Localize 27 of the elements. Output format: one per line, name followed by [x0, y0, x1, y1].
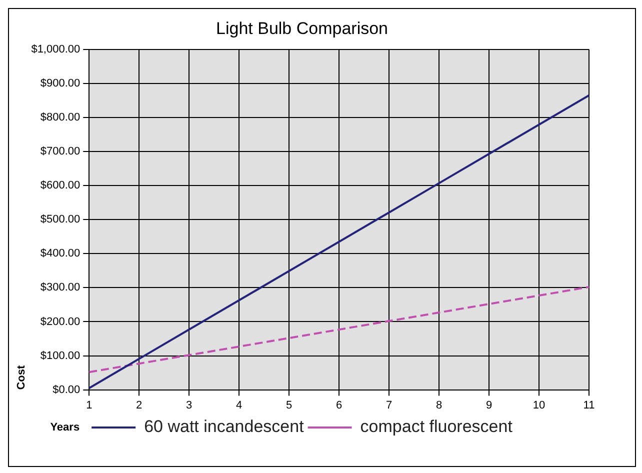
y-tick-label: $1,000.00 — [31, 43, 80, 56]
y-tick-label: $600.00 — [40, 180, 80, 192]
x-axis-title: Years — [50, 422, 80, 434]
y-tick-label: $200.00 — [40, 316, 80, 328]
x-tick-label: 3 — [186, 399, 192, 412]
y-axis-title: Cost — [16, 365, 28, 390]
y-tick-label: $800.00 — [40, 112, 80, 124]
x-tick-label: 11 — [583, 399, 595, 412]
y-tick-label: $500.00 — [40, 214, 80, 226]
x-tick-label: 4 — [236, 399, 242, 412]
x-tick-label: 2 — [136, 399, 142, 412]
x-tick-label: 8 — [436, 399, 442, 412]
x-tick-label: 6 — [336, 399, 342, 412]
y-tick-label: $100.00 — [40, 350, 80, 362]
y-tick-label: $400.00 — [40, 248, 80, 260]
x-tick-label: 10 — [532, 399, 546, 412]
y-tick-label: $0.00 — [52, 384, 80, 396]
y-tick-label: $300.00 — [40, 282, 80, 294]
x-tick-label: 7 — [386, 399, 392, 412]
y-tick-label: $700.00 — [40, 146, 80, 158]
x-tick-label: 5 — [286, 399, 292, 412]
y-tick-label: $900.00 — [40, 77, 80, 90]
legend-label: 60 watt incandescent — [144, 417, 304, 436]
x-tick-label: 9 — [486, 399, 492, 412]
legend-label: compact fluorescent — [360, 417, 513, 436]
x-tick-label: 1 — [86, 399, 92, 412]
chart-title: Light Bulb Comparison — [216, 18, 388, 38]
